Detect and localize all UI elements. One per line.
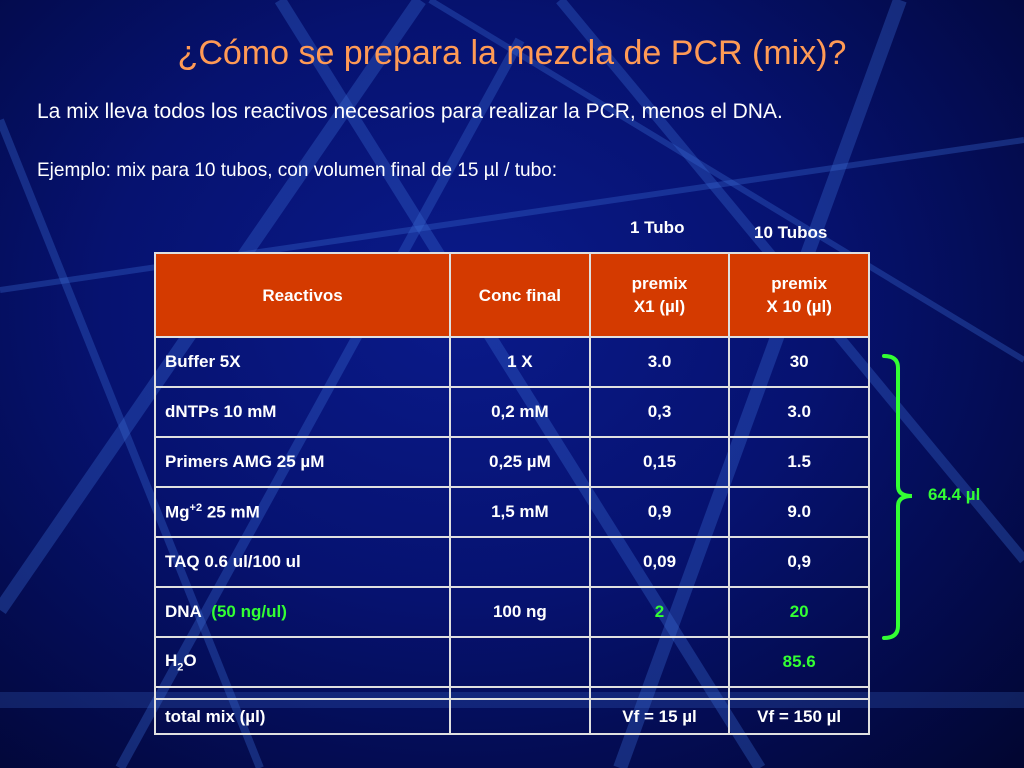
conc-cell <box>449 698 591 735</box>
reagent-cell: H2O <box>153 636 452 688</box>
conc-cell: 0,2 mM <box>449 386 591 438</box>
premix-x1-cell: 0,9 <box>588 486 731 538</box>
one-tube-label: 1 Tubo <box>630 218 685 237</box>
table-row: Mg+2 25 mM 1,5 mM 0,9 9.0 <box>153 486 870 538</box>
premix-x1-cell: 3.0 <box>588 336 731 388</box>
premix-x10-cell: Vf = 150 µl <box>728 698 870 735</box>
reagent-cell: TAQ 0.6 ul/100 ul <box>153 536 452 588</box>
conc-cell <box>449 636 591 688</box>
conc-cell: 1,5 mM <box>449 486 591 538</box>
reagent-cell: Buffer 5X <box>153 336 452 388</box>
table-row: DNA (50 ng/ul) 100 ng 2 20 <box>153 586 870 638</box>
header-conc-final: Conc final <box>449 252 591 338</box>
table-row: TAQ 0.6 ul/100 ul 0,09 0,9 <box>153 536 870 588</box>
premix-x10-cell: 20 <box>728 586 870 638</box>
header-premix-x10: premix X 10 (µl) <box>728 252 870 338</box>
conc-cell <box>449 536 591 588</box>
reagent-cell: Mg+2 25 mM <box>153 486 452 538</box>
header-reactivos: Reactivos <box>153 252 452 338</box>
curly-brace-icon <box>882 354 913 640</box>
table-row: Primers AMG 25 µM 0,25 µM 0,15 1.5 <box>153 436 870 488</box>
conc-cell: 0,25 µM <box>449 436 591 488</box>
premix-x1-cell: 0,09 <box>588 536 731 588</box>
premix-x10-cell: 0,9 <box>728 536 870 588</box>
table-total-row: total mix (µl) Vf = 15 µl Vf = 150 µl <box>153 698 870 735</box>
table-row: dNTPs 10 mM 0,2 mM 0,3 3.0 <box>153 386 870 438</box>
ten-tubes-label: 10 Tubos <box>754 223 828 242</box>
premix-x10-cell: 1.5 <box>728 436 870 488</box>
table-spacer-row <box>153 686 870 700</box>
premix-x10-cell: 30 <box>728 336 870 388</box>
reagent-cell: dNTPs 10 mM <box>153 386 452 438</box>
premix-x10-cell: 3.0 <box>728 386 870 438</box>
premix-x1-cell: 0,15 <box>588 436 731 488</box>
brace-total-label: 64.4 µl <box>928 485 981 504</box>
premix-x1-cell: 2 <box>588 586 731 638</box>
premix-x1-cell <box>588 636 731 688</box>
table-row: H2O 85.6 <box>153 636 870 688</box>
reagent-cell <box>153 686 452 700</box>
table-row: Buffer 5X 1 X 3.0 30 <box>153 336 870 388</box>
page-title: ¿Cómo se prepara la mezcla de PCR (mix)? <box>177 34 847 72</box>
reagent-cell: DNA (50 ng/ul) <box>153 586 452 638</box>
premix-x10-cell: 9.0 <box>728 486 870 538</box>
premix-x10-cell <box>728 686 870 700</box>
conc-cell: 1 X <box>449 336 591 388</box>
premix-x1-cell: 0,3 <box>588 386 731 438</box>
reagent-cell: Primers AMG 25 µM <box>153 436 452 488</box>
example-text: Ejemplo: mix para 10 tubos, con volumen … <box>37 160 558 181</box>
pcr-mix-table: Reactivos Conc final premix X1 (µl) premi… <box>153 252 870 735</box>
table-header-row: Reactivos Conc final premix X1 (µl) premi… <box>153 252 870 338</box>
premix-x1-cell: Vf = 15 µl <box>588 698 731 735</box>
conc-cell: 100 ng <box>449 586 591 638</box>
intro-text: La mix lleva todos los reactivos necesar… <box>37 100 783 123</box>
header-premix-x1: premix X1 (µl) <box>588 252 731 338</box>
premix-x10-cell: 85.6 <box>728 636 870 688</box>
conc-cell <box>449 686 591 700</box>
premix-x1-cell <box>588 686 731 700</box>
reagent-cell: total mix (µl) <box>153 698 452 735</box>
dna-concentration-note: (50 ng/ul) <box>211 602 287 621</box>
